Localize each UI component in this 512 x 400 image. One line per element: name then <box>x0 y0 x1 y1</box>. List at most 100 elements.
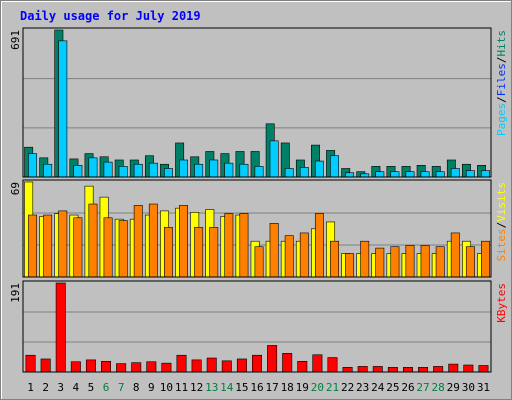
legend-item: / <box>495 57 508 64</box>
x-tick-label: 20 <box>311 381 324 394</box>
kbytes-bar <box>372 366 383 373</box>
kbytes-bar <box>176 354 187 373</box>
kbytes-bar <box>252 354 262 373</box>
files-bar <box>284 168 294 178</box>
files-bar <box>405 171 415 178</box>
kbytes-bar <box>191 359 202 373</box>
legend-item: Pages <box>495 103 508 136</box>
x-tick-label: 5 <box>88 381 95 394</box>
kbytes-bar <box>418 367 429 373</box>
panel-2-border <box>22 179 492 278</box>
files-bar <box>133 163 143 178</box>
x-tick-label: 11 <box>175 381 188 394</box>
files-bar <box>194 163 204 178</box>
sites-bar <box>450 232 460 278</box>
kbytes-bar <box>327 357 338 373</box>
x-tick-label: 12 <box>190 381 203 394</box>
files-bar <box>224 162 234 178</box>
sites-bar <box>360 240 370 278</box>
sites-bar <box>73 217 83 278</box>
legend-item: Hits <box>495 30 508 57</box>
x-tick-label: 1 <box>27 381 34 394</box>
x-tick-label: 26 <box>401 381 414 394</box>
sites-bar <box>269 223 279 278</box>
sites-bar <box>254 246 264 278</box>
sites-bar <box>314 213 324 278</box>
sites-bar <box>194 227 204 278</box>
x-tick-label: 8 <box>133 381 140 394</box>
panel-1-max-label: 691 <box>9 30 22 50</box>
x-tick-label: 3 <box>57 381 64 394</box>
x-tick-label: 2 <box>42 381 49 394</box>
files-bar <box>450 168 460 178</box>
sites-bar <box>465 246 475 278</box>
kbytes-bar <box>236 358 247 373</box>
x-tick-label: 4 <box>73 381 80 394</box>
legend-item: / <box>495 222 508 229</box>
x-tick-label: 18 <box>281 381 294 394</box>
files-bar <box>58 40 68 178</box>
files-bar <box>314 160 324 178</box>
sites-bar <box>405 245 415 278</box>
kbytes-bar <box>478 365 489 373</box>
files-bar <box>254 166 264 178</box>
sites-bar <box>209 227 219 278</box>
sites-bar <box>299 232 309 278</box>
sites-bar <box>28 214 38 278</box>
files-bar <box>118 166 128 178</box>
files-bar <box>299 167 309 178</box>
files-bar <box>209 159 219 178</box>
kbytes-bar <box>267 345 278 373</box>
panel-1-border <box>22 27 492 178</box>
kbytes-bar <box>282 353 293 373</box>
panel-3-max-label: 191 <box>9 283 22 303</box>
sites-bar <box>118 220 128 278</box>
kbytes-bar <box>116 363 127 373</box>
files-bar <box>269 140 279 178</box>
x-tick-label: 21 <box>326 381 339 394</box>
files-bar <box>330 155 339 178</box>
kbytes-bar <box>40 358 51 373</box>
files-bar <box>375 171 385 178</box>
x-tick-label: 22 <box>341 381 354 394</box>
sites-bar <box>330 240 339 278</box>
kbytes-bar <box>206 357 217 373</box>
files-bar <box>239 163 249 178</box>
files-bar <box>28 153 38 178</box>
kbytes-bar <box>433 366 444 373</box>
files-bar <box>103 161 113 178</box>
x-tick-label: 17 <box>265 381 278 394</box>
kbytes-bar <box>342 367 353 373</box>
x-tick-label: 9 <box>148 381 155 394</box>
x-tick-label: 15 <box>235 381 248 394</box>
panel-2-max-label: 69 <box>9 182 22 195</box>
panel-3-legend: KBytes <box>495 283 508 323</box>
sites-bar <box>345 253 355 278</box>
x-tick-label: 25 <box>386 381 399 394</box>
sites-bar <box>375 247 385 278</box>
files-bar <box>481 170 490 178</box>
kbytes-bar <box>146 361 157 373</box>
legend-item: Visits <box>495 182 508 222</box>
sites-bar <box>88 203 98 278</box>
x-tick-label: 27 <box>416 381 429 394</box>
x-tick-label: 16 <box>250 381 263 394</box>
files-bar <box>179 159 188 178</box>
kbytes-bar <box>25 354 36 373</box>
files-bar <box>390 171 400 178</box>
panel-2-legend: Sites/Visits <box>495 182 508 262</box>
sites-bar <box>133 205 143 278</box>
x-tick-label: 10 <box>160 381 173 394</box>
sites-bar <box>390 246 400 278</box>
kbytes-bar <box>402 367 413 373</box>
sites-bar <box>239 213 249 278</box>
x-tick-label: 31 <box>477 381 490 394</box>
kbytes-bar <box>312 354 323 373</box>
kbytes-bar <box>85 359 96 373</box>
x-tick-label: 29 <box>447 381 460 394</box>
panel-1-legend: Pages/Files/Hits <box>495 30 508 136</box>
x-tick-label: 14 <box>220 381 234 394</box>
files-bar <box>88 157 98 178</box>
chart-title: Daily usage for July 2019 <box>20 9 201 23</box>
x-tick-label: 24 <box>371 381 385 394</box>
